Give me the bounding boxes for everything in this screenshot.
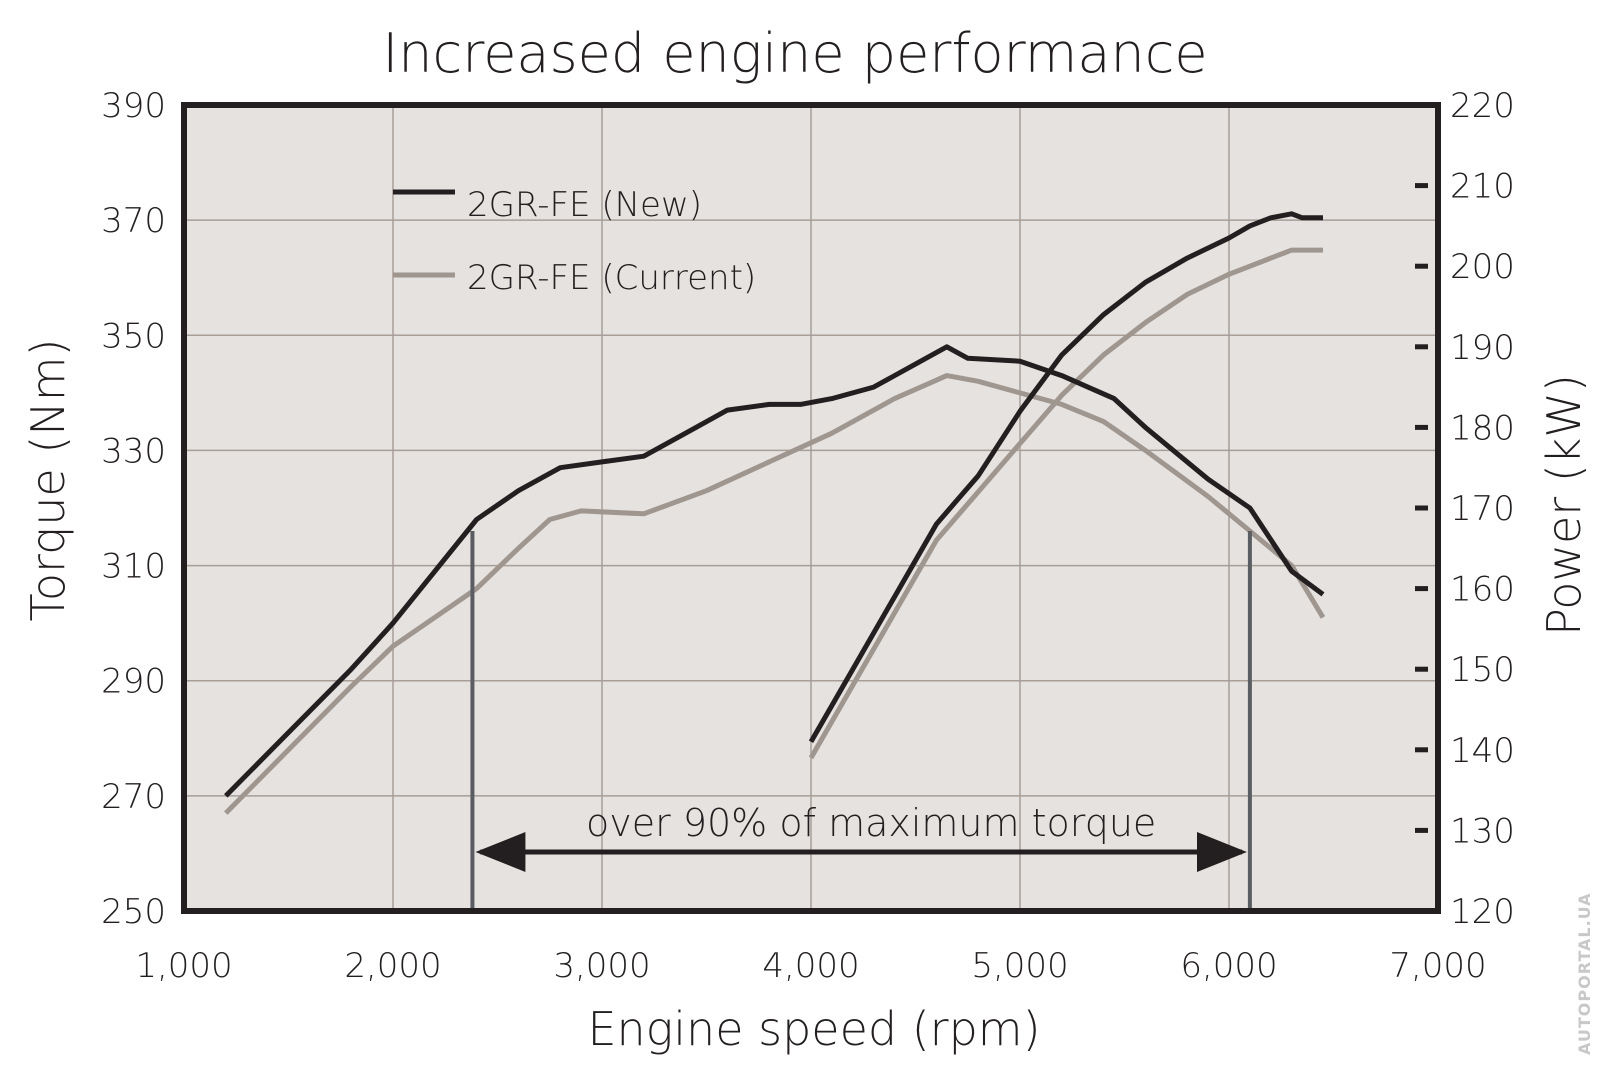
series-line-current-torque <box>224 373 1326 815</box>
right-axis-title: Power (kW) <box>1537 374 1591 636</box>
left-tick-label: 370 <box>101 201 166 241</box>
right-tick-label: 200 <box>1450 247 1515 287</box>
right-tick-label: 130 <box>1450 811 1515 851</box>
left-axis-title: Torque (Nm) <box>21 339 75 622</box>
x-tick-label: 6,000 <box>1180 946 1277 986</box>
left-tick-label: 310 <box>101 547 166 587</box>
x-tick-label: 1,000 <box>135 946 232 986</box>
left-tick-label: 350 <box>101 316 166 356</box>
legend: 2GR-FE (New) 2GR-FE (Current) <box>393 185 756 298</box>
x-tick-label: 5,000 <box>971 946 1068 986</box>
chart-title: Increased engine performance <box>382 22 1207 85</box>
right-tick-label: 220 <box>1450 86 1515 126</box>
right-tick-label: 170 <box>1450 489 1515 529</box>
plot-frame <box>181 102 1441 914</box>
right-tick-label: 150 <box>1450 650 1515 690</box>
right-tick-label: 140 <box>1450 731 1515 771</box>
left-axis-ticks: 250 270 290 310 330 350 370 390 <box>101 86 166 932</box>
right-tick-label: 120 <box>1450 892 1515 932</box>
series-layer <box>224 211 1326 815</box>
watermark: AUTOPORTAL.UA <box>1575 892 1594 1055</box>
right-tick-label: 180 <box>1450 408 1515 448</box>
right-axis-ticks: 120 130 140 150 160 170 180 190 200 210 220 <box>1415 86 1515 932</box>
series-line-new-torque <box>224 344 1325 798</box>
annotation-text: over 90% of maximum torque <box>586 801 1156 845</box>
right-tick-label: 190 <box>1450 328 1515 368</box>
x-tick-label: 4,000 <box>762 946 859 986</box>
range-markers <box>470 531 1252 911</box>
x-tick-label: 2,000 <box>344 946 441 986</box>
left-tick-label: 250 <box>101 892 166 932</box>
series-line-current-power <box>808 247 1323 760</box>
left-tick-label: 330 <box>101 431 166 471</box>
legend-label-new: 2GR-FE (New) <box>467 185 702 225</box>
left-tick-label: 390 <box>101 86 166 126</box>
x-axis-ticks: 1,000 2,000 3,000 4,000 5,000 6,000 7,000 <box>135 946 1486 986</box>
series-line-new-power <box>808 211 1323 743</box>
left-tick-label: 270 <box>101 777 166 817</box>
x-axis-title: Engine speed (rpm) <box>587 1002 1040 1056</box>
left-tick-label: 290 <box>101 662 166 702</box>
x-tick-label: 7,000 <box>1389 946 1486 986</box>
legend-label-current: 2GR-FE (Current) <box>467 258 756 298</box>
x-tick-label: 3,000 <box>553 946 650 986</box>
right-tick-label: 160 <box>1450 570 1515 610</box>
right-tick-label: 210 <box>1450 167 1515 207</box>
